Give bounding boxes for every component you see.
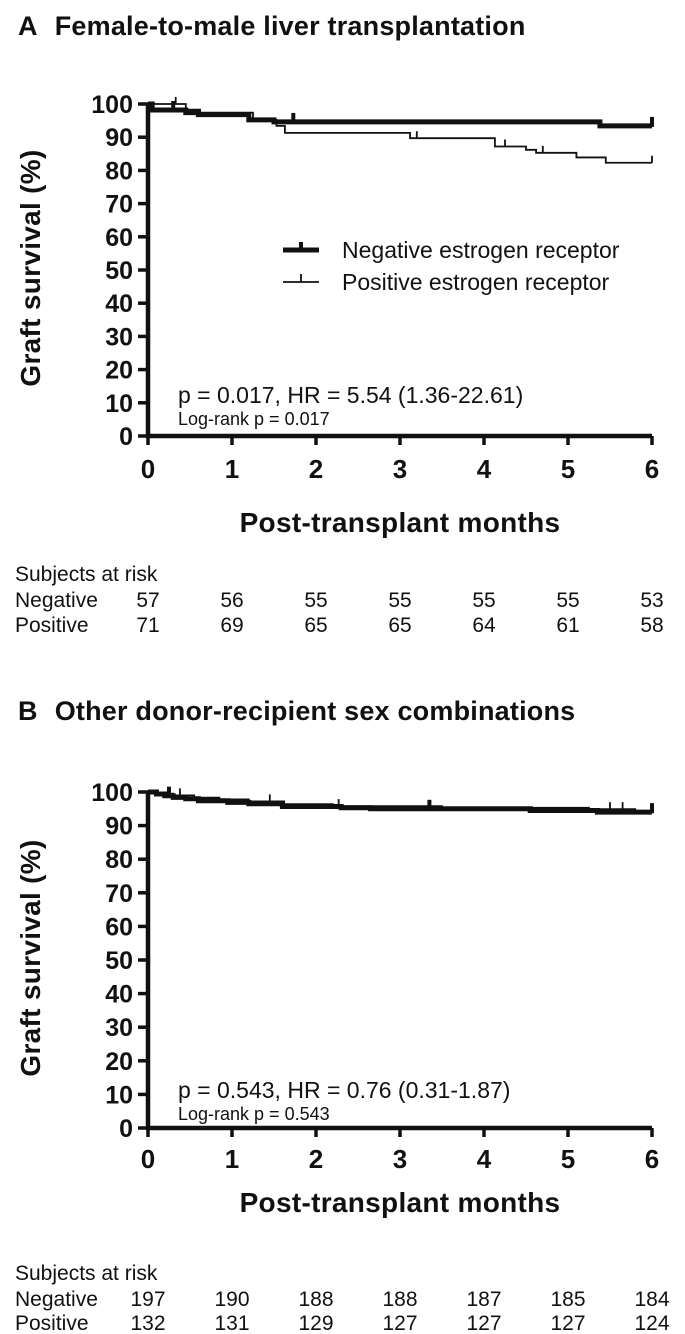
panel-a-stats-line1: p = 0.017, HR = 5.54 (1.36-22.61) — [178, 382, 523, 408]
panel-b-at-risk-value: 124 — [634, 1312, 669, 1334]
panel-a-xtick-label: 0 — [141, 454, 155, 484]
panel-b-ytick-label: 20 — [105, 1048, 133, 1076]
panel-a-letter: A — [18, 11, 38, 41]
panel-b-series-1-curve — [148, 791, 652, 813]
panel-a-at-risk-row-label: Negative — [15, 589, 98, 612]
panel-a-at-risk-value: 71 — [136, 614, 159, 637]
panel-a-at-risk-value: 55 — [388, 589, 411, 612]
panel-b-xtick-label: 4 — [477, 1144, 492, 1174]
panel-b-at-risk-value: 129 — [298, 1312, 333, 1334]
panel-a-at-risk-value: 57 — [136, 589, 159, 612]
panel-a-xtick-label: 6 — [645, 454, 659, 484]
panel-b-at-risk-value: 132 — [130, 1312, 165, 1334]
panel-b-y-axis-title: Graft survival (%) — [15, 839, 46, 1076]
panel-b-ytick-label: 0 — [119, 1115, 133, 1143]
panel-a-y-axis-title: Graft survival (%) — [15, 149, 46, 386]
panel-b-ytick-label: 40 — [105, 981, 133, 1009]
panel-a-legend-label-0: Negative estrogen receptor — [342, 237, 620, 263]
panel-a-legend-label-1: Positive estrogen receptor — [342, 269, 610, 295]
panel-a-ytick-label: 90 — [105, 124, 133, 152]
panel-b-xtick-label: 2 — [309, 1144, 323, 1174]
panel-b-ytick-label: 80 — [105, 846, 133, 874]
panel-a-title: Female-to-male liver transplantation — [54, 11, 526, 41]
panel-a-at-risk-value: 65 — [388, 614, 411, 637]
panel-b-at-risk-value: 188 — [298, 1288, 333, 1311]
panel-a-title-row: A Female-to-male liver transplantation — [18, 11, 526, 42]
panel-a-at-risk-value: 65 — [304, 614, 327, 637]
panel-b-at-risk-value: 127 — [550, 1312, 585, 1334]
panel-b-title: Other donor-recipient sex combinations — [54, 696, 576, 726]
panel-a-ytick-label: 100 — [91, 91, 133, 119]
panel-b-at-risk-value: 188 — [382, 1288, 417, 1311]
panel-a-xtick-label: 2 — [309, 454, 323, 484]
panel-b-at-risk-row-label: Negative — [15, 1288, 98, 1311]
panel-a-xtick-label: 3 — [393, 454, 407, 484]
panel-b-at-risk-value: 187 — [466, 1288, 501, 1311]
panel-b-xtick-label: 1 — [225, 1144, 239, 1174]
panel-a-at-risk-table: Subjects at risk Negative 57 56 55 55 55 55 53 Po… — [15, 563, 664, 637]
panel-b-at-risk-value: 185 — [550, 1288, 585, 1311]
panel-b-at-risk-value: 190 — [214, 1288, 249, 1311]
panel-a-at-risk-value: 55 — [304, 589, 327, 612]
panel-a-ytick-label: 10 — [105, 390, 133, 418]
panel-a-ytick-label: 60 — [105, 224, 133, 252]
panel-b-xtick-label: 5 — [561, 1144, 575, 1174]
panel-b-ytick-label: 100 — [91, 779, 133, 807]
panel-a-ytick-label: 0 — [119, 423, 133, 451]
panel-a-ytick-label: 70 — [105, 191, 133, 219]
panel-b-ytick-label: 10 — [105, 1081, 133, 1109]
panel-a-at-risk-value: 69 — [220, 614, 243, 637]
panel-b-at-risk-header: Subjects at risk — [15, 1262, 158, 1285]
panel-a-axes: 0 10 20 30 40 50 60 70 80 90 100 0 1 2 3 4 5 6 — [91, 91, 659, 484]
panel-a-ytick-label: 40 — [105, 290, 133, 318]
panel-b-letter: B — [18, 696, 38, 726]
panel-a-series-0-curve — [148, 101, 652, 129]
panel-b-stats-line1: p = 0.543, HR = 0.76 (0.31-1.87) — [178, 1077, 510, 1103]
panel-b-ytick-label: 70 — [105, 880, 133, 908]
panel-a-xtick-label: 5 — [561, 454, 575, 484]
panel-a-x-axis-title: Post-transplant months — [240, 507, 561, 538]
panel-b-at-risk-value: 197 — [130, 1288, 165, 1311]
panel-b-title-row: B Other donor-recipient sex combinations — [18, 696, 576, 727]
panel-b-ytick-label: 90 — [105, 813, 133, 841]
panel-b-series-0-curve — [148, 789, 652, 815]
panel-b-xtick-label: 6 — [645, 1144, 659, 1174]
panel-b-xtick-label: 3 — [393, 1144, 407, 1174]
panel-b-ytick-label: 60 — [105, 913, 133, 941]
panel-a-at-risk-value: 61 — [556, 614, 579, 637]
panel-b-x-axis-title: Post-transplant months — [240, 1187, 561, 1218]
panel-b-xtick-label: 0 — [141, 1144, 155, 1174]
panel-b-at-risk-value: 127 — [466, 1312, 501, 1334]
panel-b-ytick-label: 30 — [105, 1014, 133, 1042]
panel-b-ytick-label: 50 — [105, 947, 133, 975]
panel-a-ytick-label: 30 — [105, 323, 133, 351]
panel-b-axes: 0 10 20 30 40 50 60 70 80 90 100 0 1 2 3 4 5 6 — [91, 779, 659, 1174]
panel-b: 0 10 20 30 40 50 60 70 80 90 100 0 1 2 3 4 5 6 Post-transp… — [15, 779, 670, 1334]
panel-a-ytick-label: 50 — [105, 257, 133, 285]
panel-a-ytick-label: 80 — [105, 157, 133, 185]
panel-a-at-risk-value: 58 — [640, 614, 663, 637]
panel-a-at-risk-value: 55 — [472, 589, 495, 612]
panel-a-at-risk-value: 53 — [640, 589, 663, 612]
panel-b-at-risk-row-label: Positive — [15, 1312, 89, 1334]
panel-a-at-risk-header: Subjects at risk — [15, 563, 158, 586]
panel-b-stats-line2: Log-rank p = 0.543 — [178, 1104, 330, 1124]
panel-a-xtick-label: 4 — [477, 454, 492, 484]
panel-a-stats-line2: Log-rank p = 0.017 — [178, 409, 330, 429]
panel-a-series-1-curve — [148, 103, 652, 164]
panel-b-at-risk-value: 127 — [382, 1312, 417, 1334]
panel-a-ytick-label: 20 — [105, 357, 133, 385]
panel-b-at-risk-value: 184 — [634, 1288, 669, 1311]
panel-a-at-risk-row-label: Positive — [15, 614, 89, 637]
panel-b-at-risk-value: 131 — [214, 1312, 249, 1334]
panel-a-at-risk-value: 64 — [472, 614, 496, 637]
panel-a-at-risk-value: 56 — [220, 589, 243, 612]
panel-a-xtick-label: 1 — [225, 454, 239, 484]
panel-a-legend: Negative estrogen receptor Positive estro… — [283, 237, 620, 295]
panel-a-at-risk-value: 55 — [556, 589, 579, 612]
